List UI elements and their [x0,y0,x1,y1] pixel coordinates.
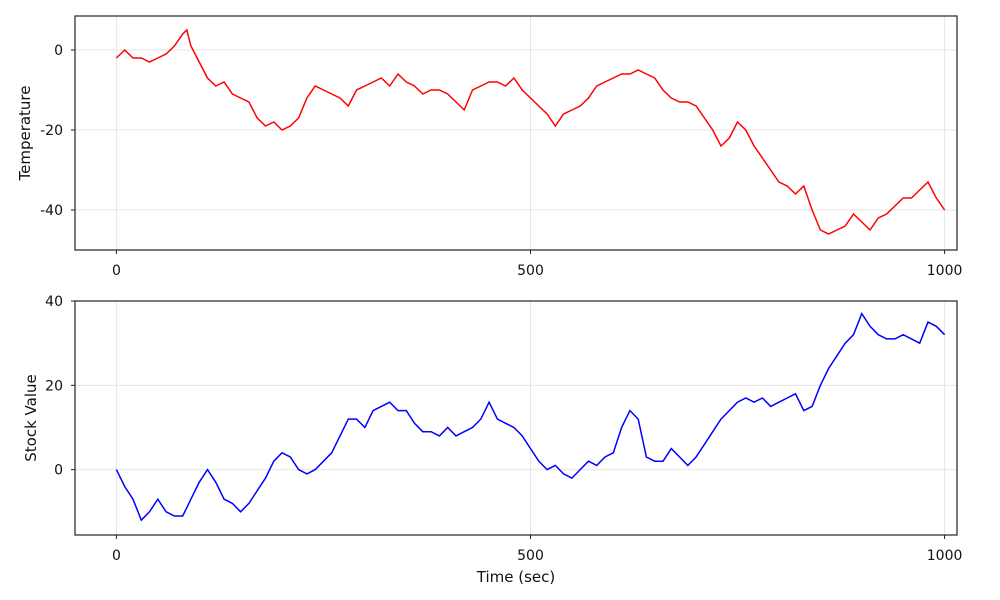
stock-value-y-axis-label: Stock Value [22,374,40,461]
stock-value-x-tick-label-1: 500 [517,548,544,564]
temperature-panel: 0 500 1000 0 -20 -40 Temperature [16,15,962,279]
temperature-x-tick-label-2: 1000 [927,263,963,279]
stock-value-ticks: 0 500 1000 40 20 0 [45,294,962,564]
temperature-gridlines [75,16,957,250]
stock-value-y-tick-label-1: 20 [45,378,63,394]
temperature-plot-frame [74,15,958,251]
stock-value-series-line [115,311,946,522]
temperature-y-tick-label-1: -20 [40,123,63,139]
stock-value-panel: 0 500 1000 40 20 0 Stock Value Time (sec) [22,294,962,586]
time-x-axis-label: Time (sec) [476,568,555,586]
stock-value-y-tick-label-2: 0 [54,463,63,479]
temperature-x-tick-label-1: 500 [517,263,544,279]
stock-value-y-tick-label-0: 40 [45,294,63,310]
stock-value-plot-frame [74,300,958,536]
temperature-y-tick-label-2: -40 [40,203,63,219]
stock-value-gridlines [75,300,957,535]
temperature-x-tick-label-0: 0 [112,263,121,279]
temperature-ticks: 0 500 1000 0 -20 -40 [40,43,962,279]
stock-value-x-tick-label-0: 0 [112,548,121,564]
stock-value-x-tick-label-2: 1000 [927,548,963,564]
temperature-y-axis-label: Temperature [16,85,34,181]
temperature-y-tick-label-0: 0 [54,43,63,59]
temperature-series-line [115,28,946,235]
